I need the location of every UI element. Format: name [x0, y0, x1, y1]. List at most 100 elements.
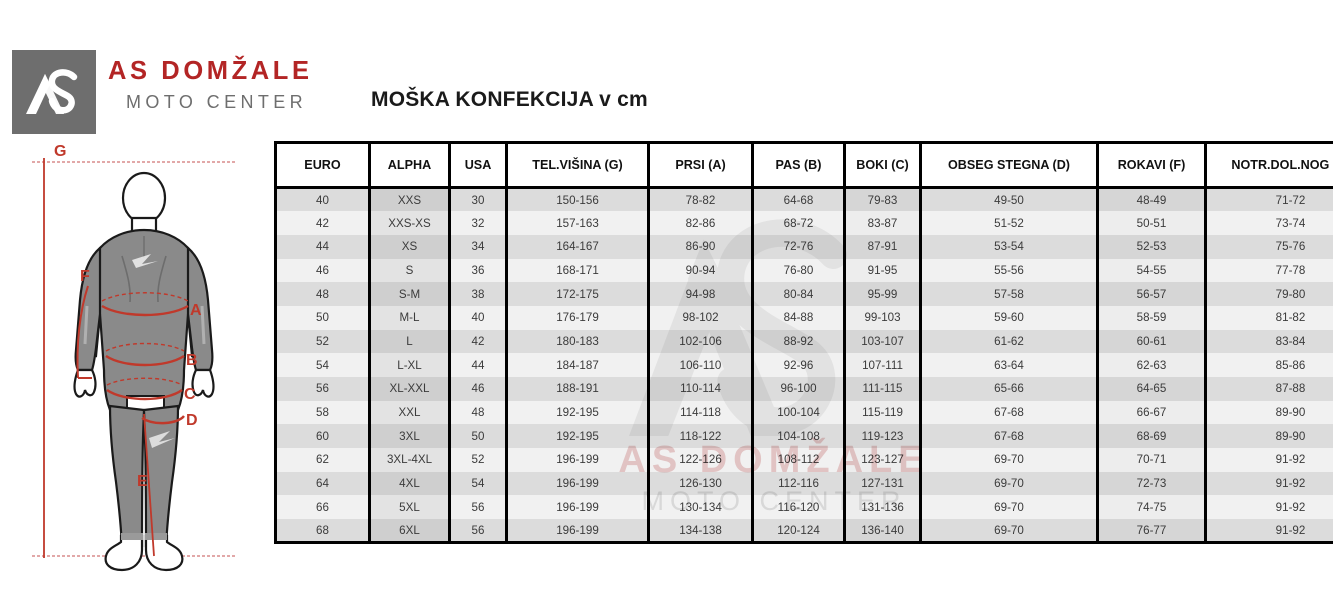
cell-nogavice: 91-92 — [1204, 495, 1333, 520]
cell-visina: 172-175 — [505, 282, 649, 306]
cell-rokavi: 66-67 — [1096, 400, 1206, 425]
column-header-prsi: PRSI (A) — [647, 142, 753, 189]
cell-rokavi: 68-69 — [1096, 424, 1206, 449]
cell-euro: 58 — [275, 400, 370, 425]
cell-rokavi: 72-73 — [1096, 471, 1206, 496]
cell-stegna: 51-52 — [919, 211, 1098, 235]
cell-stegna: 67-68 — [919, 400, 1098, 425]
table-row: 58 XXL 48 192-195 114-118 100-104 115-119 67-68… — [275, 400, 1333, 425]
cell-alpha: 6XL — [368, 519, 450, 543]
cell-rokavi: 52-53 — [1096, 234, 1206, 259]
cell-pas: 76-80 — [751, 258, 845, 283]
cell-stegna: 55-56 — [919, 258, 1098, 283]
cell-alpha: L — [368, 329, 450, 354]
diagram-label-C: C — [184, 386, 196, 403]
cell-alpha: S-M — [368, 282, 450, 306]
brand-name: AS DOMŽALE — [108, 57, 313, 85]
cell-pas: 80-84 — [751, 282, 845, 306]
cell-pas: 68-72 — [751, 211, 845, 235]
cell-nogavice: 83-84 — [1204, 329, 1333, 354]
cell-visina: 192-195 — [505, 400, 649, 425]
table-row: 66 5XL 56 196-199 130-134 116-120 131-136 69-70… — [275, 495, 1333, 520]
table-row: 56 XL-XXL 46 188-191 110-114 96-100 111-115 65-… — [275, 377, 1333, 401]
cell-nogavice: 71-72 — [1204, 187, 1333, 212]
table-body: 40 XXS 30 150-156 78-82 64-68 79-83 49-50 48-49 7… — [275, 187, 1333, 543]
cell-boki: 136-140 — [843, 519, 921, 543]
male-body-measurement-diagram: G F A B C D E — [18, 138, 270, 595]
cell-boki: 91-95 — [843, 258, 921, 283]
cell-rokavi: 48-49 — [1096, 187, 1206, 212]
cell-alpha: XL-XXL — [368, 377, 450, 401]
cell-euro: 54 — [275, 353, 370, 377]
cell-prsi: 110-114 — [647, 377, 753, 401]
column-header-usa: USA — [448, 142, 507, 189]
cell-usa: 44 — [448, 353, 507, 377]
as-monogram-icon — [12, 50, 96, 134]
cell-prsi: 102-106 — [647, 329, 753, 354]
cell-usa: 40 — [448, 305, 507, 330]
cell-stegna: 69-70 — [919, 495, 1098, 520]
cell-alpha: XXL — [368, 400, 450, 425]
cell-alpha: 5XL — [368, 495, 450, 520]
cell-pas: 84-88 — [751, 305, 845, 330]
cell-prsi: 134-138 — [647, 519, 753, 543]
cell-pas: 92-96 — [751, 353, 845, 377]
cell-euro: 50 — [275, 305, 370, 330]
cell-stegna: 49-50 — [919, 187, 1098, 212]
column-header-boki: BOKI (C) — [843, 142, 921, 189]
cell-alpha: XXS-XS — [368, 211, 450, 235]
cell-nogavice: 89-90 — [1204, 400, 1333, 425]
diagram-label-G: G — [54, 143, 66, 160]
cell-usa: 30 — [448, 187, 507, 212]
table-header: EURO ALPHA USA TEL.VIŠINA (G) PRSI (A) P… — [275, 142, 1333, 189]
cell-stegna: 57-58 — [919, 282, 1098, 306]
cell-usa: 46 — [448, 377, 507, 401]
cell-usa: 32 — [448, 211, 507, 235]
cell-alpha: XXS — [368, 187, 450, 212]
cell-visina: 188-191 — [505, 377, 649, 401]
cell-visina: 192-195 — [505, 424, 649, 449]
cell-stegna: 69-70 — [919, 471, 1098, 496]
cell-rokavi: 76-77 — [1096, 519, 1206, 543]
cell-euro: 62 — [275, 448, 370, 472]
diagram-label-D: D — [186, 412, 198, 429]
cell-pas: 108-112 — [751, 448, 845, 472]
cell-visina: 184-187 — [505, 353, 649, 377]
table-row: 52 L 42 180-183 102-106 88-92 103-107 61-62 60-6… — [275, 329, 1333, 354]
cell-stegna: 69-70 — [919, 519, 1098, 543]
cell-boki: 95-99 — [843, 282, 921, 306]
diagram-label-E: E — [137, 473, 148, 490]
cell-prsi: 122-126 — [647, 448, 753, 472]
cell-usa: 56 — [448, 495, 507, 520]
cell-euro: 60 — [275, 424, 370, 449]
cell-prsi: 94-98 — [647, 282, 753, 306]
cell-stegna: 65-66 — [919, 377, 1098, 401]
cell-nogavice: 81-82 — [1204, 305, 1333, 330]
cell-boki: 111-115 — [843, 377, 921, 401]
cell-stegna: 67-68 — [919, 424, 1098, 449]
cell-prsi: 78-82 — [647, 187, 753, 212]
cell-euro: 56 — [275, 377, 370, 401]
cell-rokavi: 74-75 — [1096, 495, 1206, 520]
cell-nogavice: 77-78 — [1204, 258, 1333, 283]
cell-usa: 38 — [448, 282, 507, 306]
cell-visina: 150-156 — [505, 187, 649, 212]
mens-apparel-size-table: EURO ALPHA USA TEL.VIŠINA (G) PRSI (A) P… — [274, 141, 1333, 545]
cell-usa: 36 — [448, 258, 507, 283]
cell-usa: 42 — [448, 329, 507, 354]
cell-visina: 196-199 — [505, 495, 649, 520]
cell-alpha: XS — [368, 234, 450, 259]
cell-boki: 107-111 — [843, 353, 921, 377]
column-header-stegna: OBSEG STEGNA (D) — [919, 142, 1098, 189]
cell-prsi: 98-102 — [647, 305, 753, 330]
cell-pas: 112-116 — [751, 471, 845, 496]
cell-alpha: 3XL-4XL — [368, 448, 450, 472]
cell-prsi: 126-130 — [647, 471, 753, 496]
table-header-row: EURO ALPHA USA TEL.VIŠINA (G) PRSI (A) P… — [275, 142, 1333, 189]
cell-nogavice: 91-92 — [1204, 448, 1333, 472]
cell-prsi: 90-94 — [647, 258, 753, 283]
cell-alpha: S — [368, 258, 450, 283]
cell-rokavi: 58-59 — [1096, 305, 1206, 330]
cell-nogavice: 79-80 — [1204, 282, 1333, 306]
cell-pas: 104-108 — [751, 424, 845, 449]
